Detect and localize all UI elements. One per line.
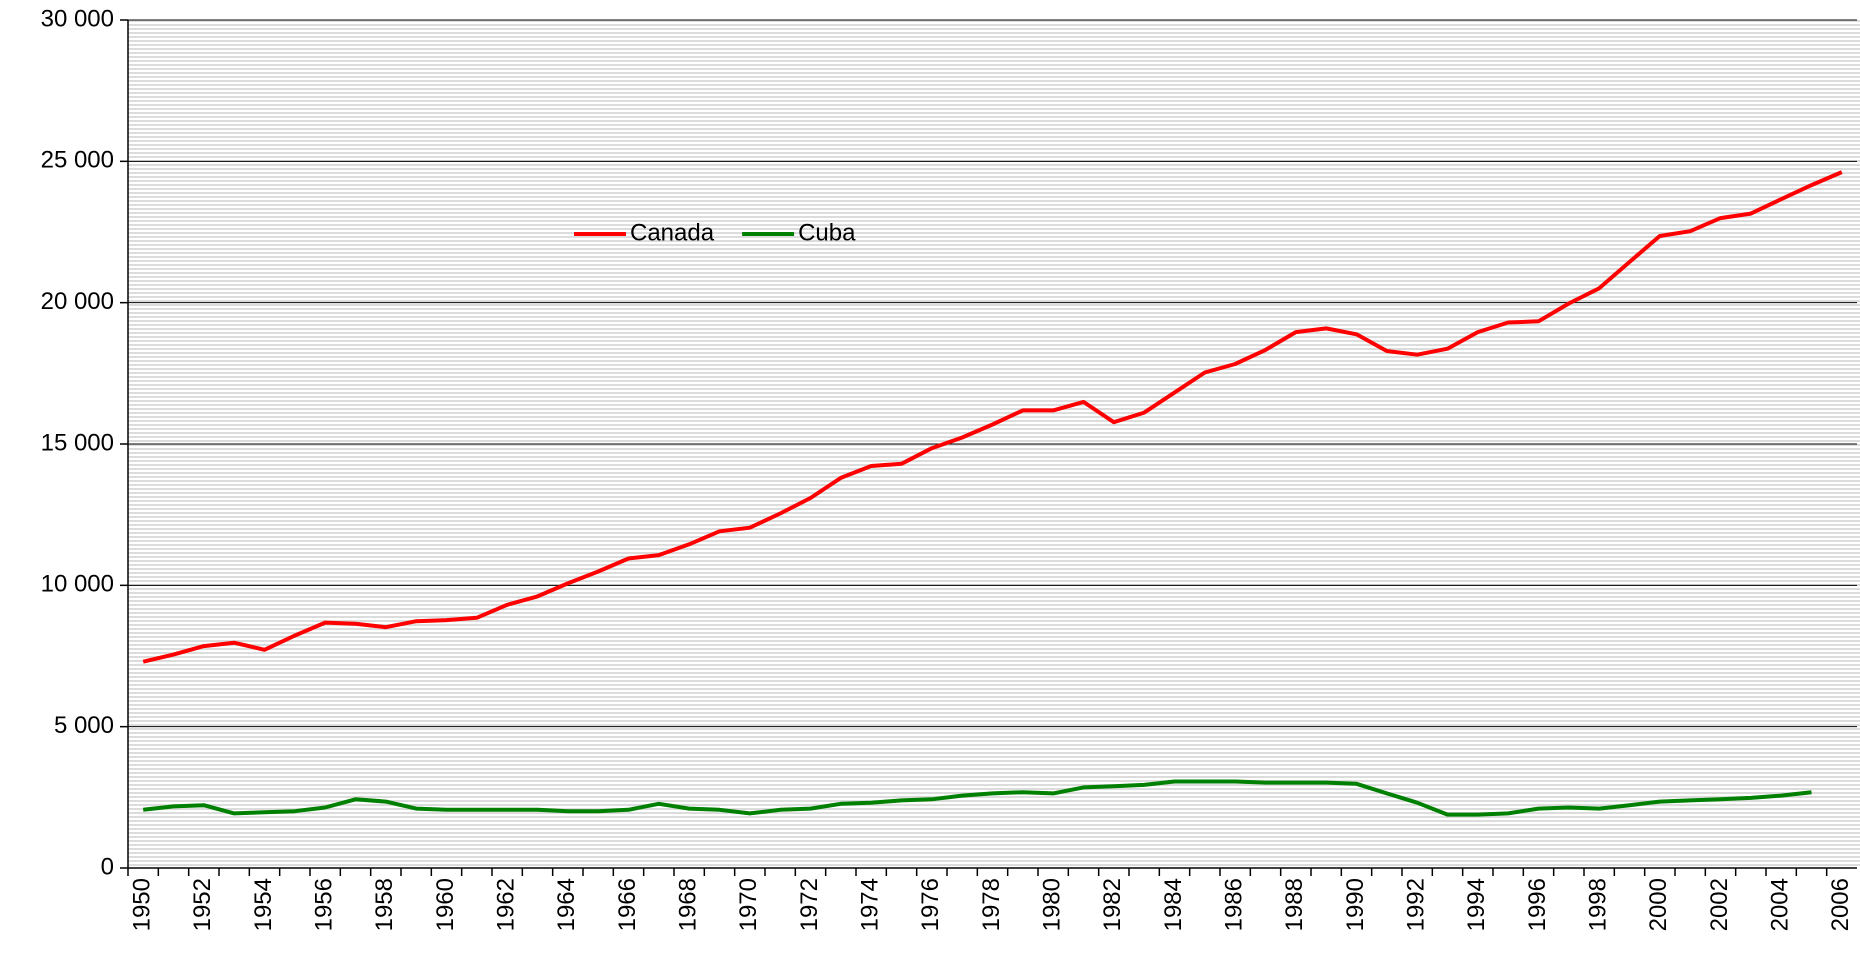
y-tick-label: 20 000 — [41, 288, 114, 315]
x-tick-label: 1996 — [1524, 878, 1551, 931]
line-series — [142, 779, 1812, 817]
x-tick-label: 1966 — [614, 878, 641, 931]
line-series — [142, 170, 1843, 664]
legend-label: Cuba — [798, 219, 856, 246]
x-tick-label: 1978 — [978, 878, 1005, 931]
y-tick-label: 5 000 — [54, 712, 114, 739]
x-tick-label: 1990 — [1342, 878, 1369, 931]
x-tick-label: 1962 — [493, 878, 520, 931]
x-tick-label: 1986 — [1221, 878, 1248, 931]
x-tick-label: 1984 — [1160, 878, 1187, 931]
x-tick-label: 1976 — [917, 878, 944, 931]
y-tick-label: 10 000 — [41, 571, 114, 598]
y-tick-label: 0 — [101, 853, 114, 880]
x-tick-label: 1964 — [553, 878, 580, 931]
x-tick-label: 2000 — [1645, 878, 1672, 931]
y-tick-label: 15 000 — [41, 429, 114, 456]
y-tick-label: 25 000 — [41, 147, 114, 174]
x-tick-label: 1992 — [1403, 878, 1430, 931]
x-tick-label: 1960 — [432, 878, 459, 931]
x-tick-label: 2002 — [1706, 878, 1733, 931]
x-tick-label: 1998 — [1585, 878, 1612, 931]
x-tick-label: 1956 — [311, 878, 338, 931]
x-tick-label: 1972 — [796, 878, 823, 931]
x-tick-label: 1980 — [1039, 878, 1066, 931]
x-tick-label: 1988 — [1281, 878, 1308, 931]
x-tick-label: 1952 — [189, 878, 216, 931]
x-tick-label: 2004 — [1767, 878, 1794, 931]
x-tick-label: 1974 — [857, 878, 884, 931]
x-tick-label: 2006 — [1827, 878, 1854, 931]
legend-label: Canada — [630, 219, 715, 246]
x-tick-label: 1950 — [129, 878, 156, 931]
x-tick-label: 1982 — [1099, 878, 1126, 931]
x-tick-label: 1968 — [675, 878, 702, 931]
x-tick-label: 1954 — [250, 878, 277, 931]
x-tick-label: 1994 — [1463, 878, 1490, 931]
x-tick-label: 1970 — [735, 878, 762, 931]
x-tick-label: 1958 — [371, 878, 398, 931]
y-tick-label: 30 000 — [41, 5, 114, 32]
